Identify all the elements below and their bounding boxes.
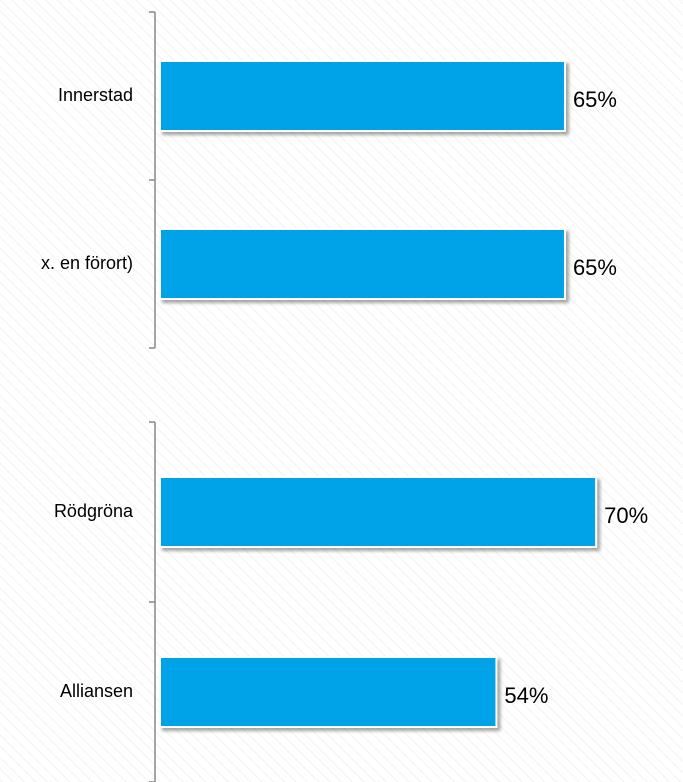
category-label: Alliansen (60, 681, 133, 701)
bar (159, 60, 566, 132)
category-label: x. en förort) (41, 253, 133, 273)
value-label: 54% (504, 683, 548, 708)
bar (159, 656, 498, 728)
bar (159, 476, 598, 548)
category-label: Innerstad (58, 85, 133, 105)
value-label: 65% (573, 87, 617, 112)
value-label: 70% (604, 503, 648, 528)
bar (159, 228, 566, 300)
category-label: Rödgröna (54, 501, 134, 521)
value-label: 65% (573, 255, 617, 280)
